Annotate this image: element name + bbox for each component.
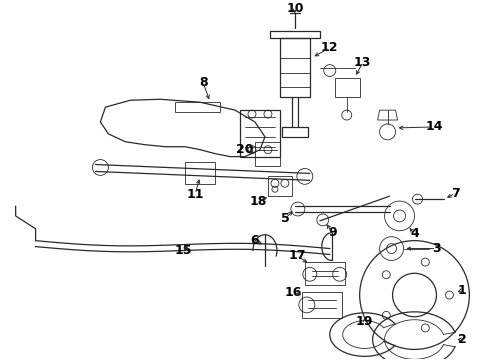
Text: 13: 13 [354, 56, 371, 69]
Text: 10: 10 [286, 2, 304, 15]
Text: 18: 18 [249, 195, 267, 208]
Text: 7: 7 [451, 187, 460, 200]
Text: 9: 9 [328, 226, 337, 239]
Text: 15: 15 [174, 244, 192, 257]
Text: 3: 3 [432, 242, 441, 255]
Text: 1: 1 [458, 284, 467, 297]
Text: 14: 14 [426, 121, 443, 134]
Text: 5: 5 [280, 212, 289, 225]
Text: 20: 20 [236, 143, 254, 156]
Text: 11: 11 [186, 188, 204, 201]
Text: 17: 17 [288, 249, 306, 262]
Text: 16: 16 [284, 285, 301, 298]
Text: 12: 12 [321, 41, 339, 54]
Text: 2: 2 [458, 333, 467, 346]
Text: 6: 6 [251, 234, 259, 247]
Text: 19: 19 [356, 315, 373, 328]
Text: 8: 8 [199, 76, 207, 89]
Text: 4: 4 [410, 227, 419, 240]
